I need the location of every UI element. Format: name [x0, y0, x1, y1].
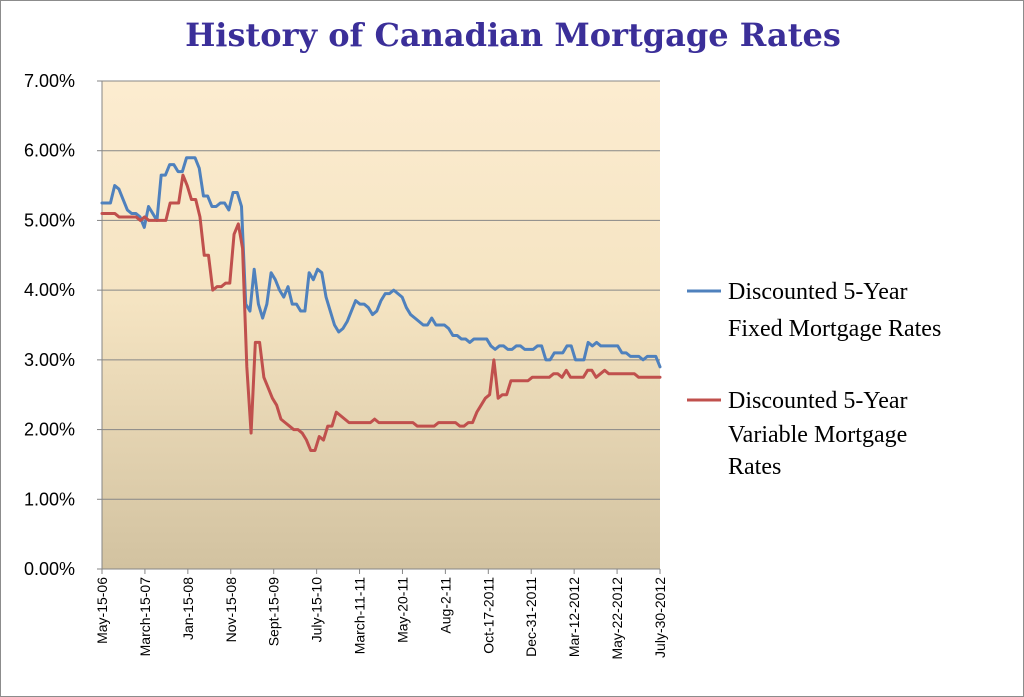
y-tick-labels: 0.00% 1.00% 2.00% 3.00% 4.00% 5.00% 6.00% 7.00%: [24, 71, 102, 579]
x-tick-labels: May-15-06 March-15-07 Jan-15-08 Nov-15-08 Se…: [94, 569, 668, 660]
y-tick-label: 6.00%: [24, 141, 75, 161]
x-tick-label: May-22-2012: [609, 577, 625, 660]
y-tick-label: 7.00%: [24, 71, 75, 91]
legend-label-fixed: Discounted 5-Year Fixed Mortgage Rates: [728, 279, 941, 342]
x-tick-label: May-20-11: [394, 577, 410, 643]
y-tick-label: 4.00%: [24, 280, 75, 300]
x-tick-label: Dec-31-2011: [523, 577, 539, 657]
legend: Discounted 5-Year Fixed Mortgage Rates D…: [687, 279, 941, 480]
x-tick-label: Mar-12-2012: [566, 577, 582, 657]
x-tick-label: March-15-07: [137, 577, 153, 657]
y-tick-label: 2.00%: [24, 420, 75, 440]
chart-title: History of Canadian Mortgage Rates: [185, 16, 841, 54]
x-tick-label: Jan-15-08: [180, 577, 196, 640]
x-tick-label: Sept-15-09: [266, 577, 282, 646]
plot-area: [102, 81, 660, 569]
legend-label-variable: Discounted 5-Year Variable Mortgage Rate…: [728, 388, 914, 480]
series-lines: [100, 156, 662, 452]
gridlines: [102, 80, 660, 500]
x-tick-label: May-15-06: [94, 577, 110, 644]
y-tick-label: 3.00%: [24, 350, 75, 370]
x-tick-label: July-15-10: [309, 577, 325, 643]
y-tick-label: 5.00%: [24, 210, 75, 230]
series-line-fixed: [100, 156, 662, 369]
y-tick-label: 0.00%: [24, 559, 75, 579]
x-tick-label: March-11-11: [352, 577, 368, 655]
x-tick-label: Aug-2-11: [437, 577, 453, 634]
x-tick-label: Oct-17-2011: [480, 577, 496, 654]
series-line-variable: [100, 173, 662, 452]
y-tick-label: 1.00%: [24, 489, 75, 509]
x-tick-label: Nov-15-08: [223, 577, 239, 643]
x-tick-label: July-30-2012: [652, 577, 668, 658]
